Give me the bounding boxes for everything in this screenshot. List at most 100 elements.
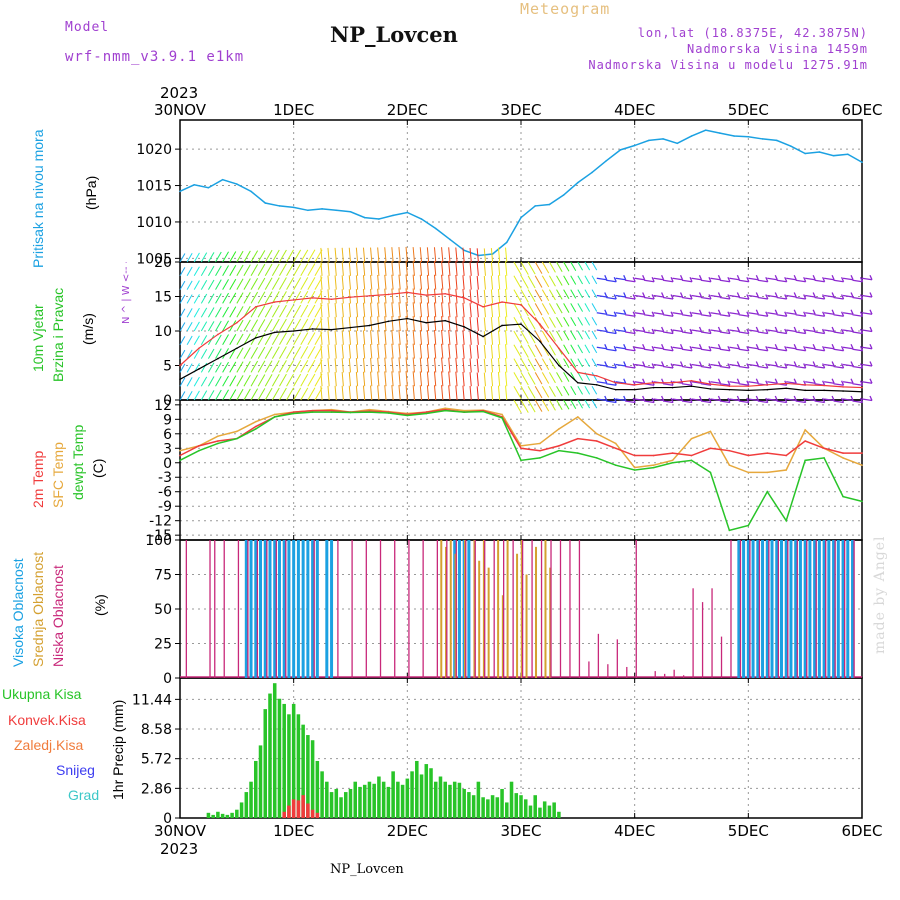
wind-barb [497,261,501,276]
wind-barb [661,292,665,298]
wind-barb [405,274,408,290]
wind-barb [729,363,740,367]
wind-barb [795,331,806,335]
wind-barb [391,316,394,332]
wind-barb [795,348,806,352]
wind-barb [377,357,380,373]
wind-barb [736,292,740,298]
wind-barb [271,263,280,277]
wind-barb [264,291,273,304]
precip-total-bar [438,776,443,818]
wind-barb [651,276,655,283]
wind-barb [757,296,768,300]
wind-barb [729,294,740,298]
wind-barb [644,314,655,317]
wind-gust-series-point [690,379,693,382]
wind-barb [215,265,222,277]
wind-gust-series-point [292,299,295,301]
wind-barb [448,247,451,263]
wind-speed-series-point [671,386,674,389]
pressure-series-point [690,135,693,137]
pressure-series-point [420,218,423,220]
wind-barb [243,319,251,332]
wind-barb [384,385,387,401]
pressure-series-point [846,153,849,156]
wind-speed-series-point [861,390,863,393]
wind-barb [462,316,465,332]
pressure-series-point [605,159,608,162]
wind-barb [604,326,608,332]
wind-barb [850,361,854,367]
wind-barb [455,344,458,359]
wind-barb [563,385,570,396]
wind-barb [774,343,778,350]
precip-total-bar [211,814,215,818]
wind-barb [651,397,655,403]
wind-barb [634,398,645,402]
wind-barb [623,309,627,315]
wind-barb [661,343,665,350]
wind-barb [441,247,444,263]
wind-barb [662,331,674,335]
wind-barb [541,275,550,288]
wind-barb [776,348,787,352]
wind-barb [483,317,486,332]
wind-barb [193,280,200,290]
dewpoint-series-point [539,457,541,459]
precip-total-bar [505,802,509,818]
wind-barb [527,330,536,344]
wind-barb [824,294,835,298]
wind-barb [563,344,570,355]
wind-barb [805,329,816,333]
wind-barb [370,302,373,318]
wind-barb [755,378,759,384]
wind-barb [840,294,845,300]
wind-barb [398,247,401,263]
wind-barb [179,267,186,277]
wind-barb [852,400,863,404]
wind-barb [822,397,826,403]
wind-barb [448,316,451,332]
wind-barb [661,361,665,367]
wind-barb [207,265,215,277]
wind-barb [840,345,845,352]
wind-barb [419,357,423,373]
wind-barb [476,317,479,332]
wind-barb [300,304,309,318]
wind-barb [784,345,788,352]
wind-barb [850,274,854,281]
wind-barb [229,265,237,277]
wind-barb [377,343,380,359]
precip-total-bar [424,764,429,818]
wind-barb [556,289,563,300]
wind-barb [229,278,237,290]
wind-barb [784,294,788,300]
wind-barb [606,314,617,317]
wind-barb [222,251,229,263]
wind-barb [642,309,646,315]
wind-barb [243,333,251,346]
wind-barb [757,331,768,335]
wind-barb [222,375,229,387]
wind-barb [455,330,458,345]
wind-barb [869,309,873,315]
precip-total-bar [367,781,372,818]
precip-conv-bar [282,811,286,818]
wind-barb [719,296,731,300]
temp2m-series-point [804,440,806,442]
model-altitude-label: Nadmorska Visina u modelu 1275.91m [588,58,868,72]
wind-barb [271,249,280,263]
wind-barb [776,400,787,404]
wind-barb [803,294,807,300]
wind-barb [736,326,740,332]
wind-barb [476,372,479,387]
wind-barb [236,333,244,346]
precip-total-bar [358,786,362,818]
wind-barb [222,361,229,373]
precip-total-bar [557,811,561,818]
wind-barb [717,274,722,281]
wind-barb [412,357,415,373]
wind-barb [419,343,423,359]
y-tick-label: 1010 [136,215,172,231]
precip-total-bar [523,799,528,818]
